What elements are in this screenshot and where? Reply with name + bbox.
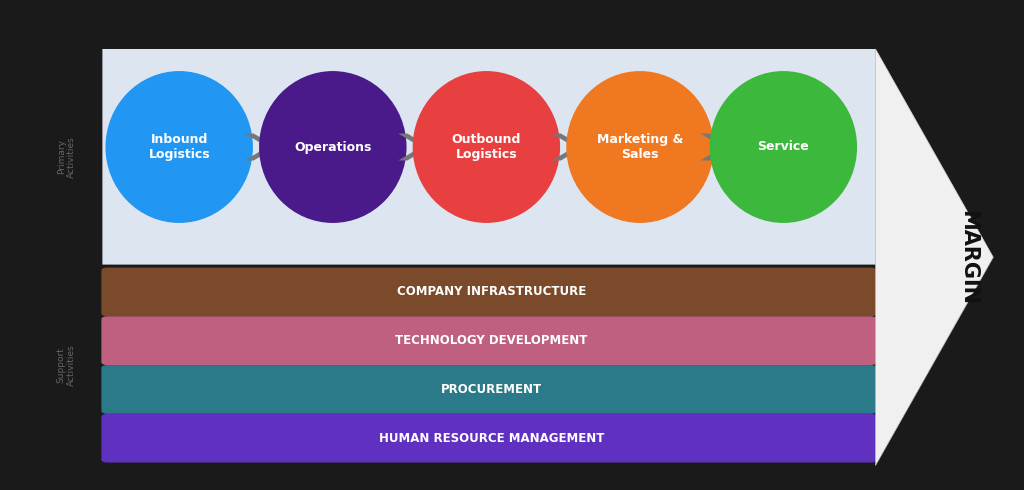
Text: Operations: Operations — [294, 141, 372, 153]
FancyBboxPatch shape — [101, 365, 877, 414]
Text: Outbound
Logistics: Outbound Logistics — [452, 133, 521, 161]
Polygon shape — [245, 133, 276, 160]
FancyBboxPatch shape — [101, 414, 877, 463]
Text: TECHNOLOGY DEVELOPMENT: TECHNOLOGY DEVELOPMENT — [395, 334, 588, 347]
Polygon shape — [700, 133, 732, 160]
Text: Service: Service — [758, 141, 809, 153]
FancyBboxPatch shape — [101, 317, 877, 365]
Ellipse shape — [413, 71, 560, 223]
Text: HUMAN RESOURCE MANAGEMENT: HUMAN RESOURCE MANAGEMENT — [379, 432, 604, 445]
Ellipse shape — [105, 71, 253, 223]
Text: Marketing &
Sales: Marketing & Sales — [597, 133, 683, 161]
Ellipse shape — [259, 71, 407, 223]
Ellipse shape — [566, 71, 714, 223]
Polygon shape — [876, 49, 993, 466]
Text: PROCUREMENT: PROCUREMENT — [441, 383, 542, 396]
Text: COMPANY INFRASTRUCTURE: COMPANY INFRASTRUCTURE — [397, 285, 586, 298]
Polygon shape — [398, 133, 430, 160]
Ellipse shape — [710, 71, 857, 223]
Text: Support
Activities: Support Activities — [57, 344, 76, 386]
Text: Inbound
Logistics: Inbound Logistics — [148, 133, 210, 161]
Polygon shape — [552, 133, 584, 160]
Polygon shape — [102, 49, 993, 265]
FancyBboxPatch shape — [101, 268, 877, 317]
Text: Primary
Activities: Primary Activities — [57, 136, 76, 178]
Text: MARGIN: MARGIN — [957, 210, 978, 305]
